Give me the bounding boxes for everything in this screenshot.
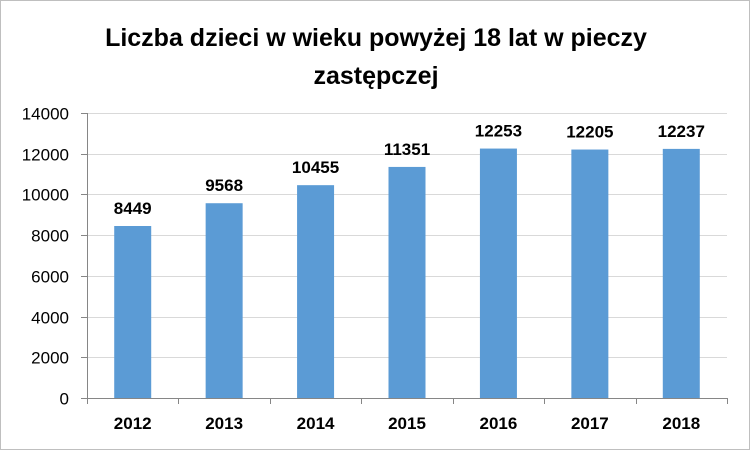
chart-title-line-1: Liczba dzieci w wieku powyżej 18 lat w p…: [105, 24, 647, 52]
x-category-label: 2014: [297, 414, 335, 433]
bar-2013: [205, 203, 243, 398]
bar-2016: [479, 148, 517, 398]
y-tick-label: 8000: [31, 227, 69, 246]
y-tick-label: 4000: [31, 309, 69, 328]
x-category-label: 2017: [571, 414, 609, 433]
data-label: 12253: [475, 122, 522, 141]
bar-2012: [114, 226, 152, 398]
y-tick-label: 14000: [22, 105, 69, 124]
y-tick-label: 0: [60, 390, 69, 409]
y-tick-label: 12000: [22, 146, 69, 165]
y-tick-label: 10000: [22, 186, 69, 205]
data-label: 8449: [114, 199, 152, 218]
data-label: 11351: [384, 140, 430, 159]
x-category-label: 2015: [388, 414, 426, 433]
data-label: 12205: [566, 123, 613, 142]
data-label: 10455: [292, 158, 339, 177]
x-category-label: 2018: [662, 414, 700, 433]
chart-title-line-2: zastępczej: [313, 62, 439, 90]
chart-title: Liczba dzieci w wieku powyżej 18 lat w p…: [61, 19, 691, 95]
data-label: 9568: [205, 176, 243, 195]
bar-2017: [571, 149, 609, 398]
bar-2014: [297, 185, 335, 398]
y-tick-label: 6000: [31, 268, 69, 287]
x-category-label: 2012: [114, 414, 152, 433]
data-label: 12237: [658, 122, 705, 141]
y-tick-label: 2000: [31, 349, 69, 368]
x-category-label: 2016: [480, 414, 518, 433]
bar-2018: [662, 148, 700, 398]
bar-2015: [388, 166, 426, 398]
x-category-label: 2013: [205, 414, 243, 433]
